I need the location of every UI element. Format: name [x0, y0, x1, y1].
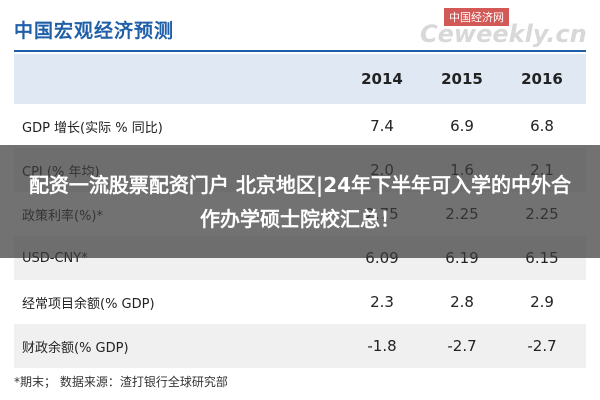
footnote: *期末； 数据来源：渣打银行全球研究部 [14, 375, 228, 389]
table-cell: -2.7 [447, 337, 477, 355]
title: 中国宏观经济预测 [14, 20, 175, 42]
banner[interactable]: 配资一流股票配资门户 北京地区|24年下半年可入学的中外合作办学硕士院校汇总！ [0, 145, 600, 258]
column-header: 2014 [361, 70, 403, 88]
table-cell: 6.9 [450, 117, 474, 135]
column-header: 2015 [441, 70, 483, 88]
table-row: 经常项目余额(% GDP) 2.3 2.8 2.9 [14, 280, 586, 324]
table-row: 财政余额(% GDP) -1.8 -2.7 -2.7 [14, 324, 586, 368]
header-row: 2014 2015 2016 [14, 54, 586, 104]
table-cell: -2.7 [527, 337, 557, 355]
table-row: GDP 增长(实际 % 同比) 7.4 6.9 6.8 [14, 104, 586, 148]
table-cell: 7.4 [370, 117, 394, 135]
table-cell: 2.9 [530, 293, 554, 311]
column-header: 2016 [521, 70, 563, 88]
watermark: Ceweekly.cn [420, 20, 587, 48]
table-cell: 2.8 [450, 293, 474, 311]
row-label: 经常项目余额(% GDP) [22, 296, 155, 312]
row-label: GDP 增长(实际 % 同比) [22, 120, 163, 136]
row-label: 财政余额(% GDP) [22, 340, 129, 356]
table-cell: 2.3 [370, 293, 394, 311]
table-cell: 6.8 [530, 117, 554, 135]
title-rule [14, 50, 586, 52]
banner-text[interactable]: 配资一流股票配资门户 北京地区|24年下半年可入学的中外合作办学硕士院校汇总！ [28, 172, 572, 231]
table-cell: -1.8 [367, 337, 397, 355]
watermark-badge: 中国经济网 [444, 8, 509, 26]
